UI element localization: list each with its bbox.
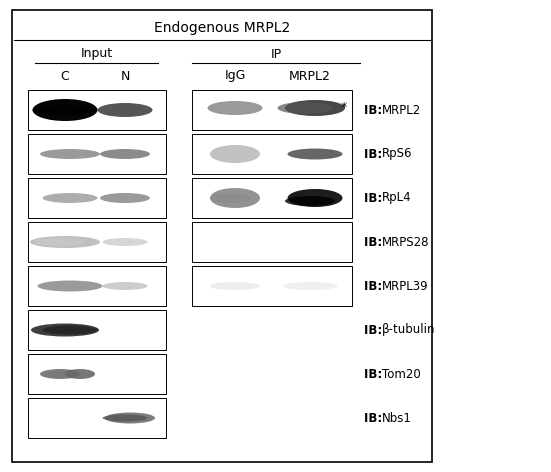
Ellipse shape	[45, 371, 95, 377]
Text: IB:: IB:	[364, 147, 386, 160]
Text: IB:: IB:	[364, 236, 386, 248]
Ellipse shape	[285, 196, 335, 206]
Text: β-tubulin: β-tubulin	[382, 323, 435, 337]
Ellipse shape	[100, 193, 150, 203]
Text: IB:: IB:	[364, 368, 386, 380]
Ellipse shape	[42, 326, 98, 335]
FancyBboxPatch shape	[28, 178, 166, 218]
Text: RpL4: RpL4	[382, 192, 412, 204]
Text: IB:: IB:	[364, 412, 386, 424]
FancyBboxPatch shape	[192, 90, 352, 130]
Ellipse shape	[42, 193, 98, 203]
Ellipse shape	[35, 238, 85, 246]
Text: Input: Input	[80, 48, 112, 60]
FancyBboxPatch shape	[28, 90, 166, 130]
Ellipse shape	[285, 100, 345, 116]
Text: IgG: IgG	[224, 69, 246, 83]
Text: MRPL39: MRPL39	[382, 279, 429, 293]
Text: IB:: IB:	[364, 323, 386, 337]
FancyBboxPatch shape	[192, 222, 352, 262]
FancyBboxPatch shape	[28, 134, 166, 174]
FancyBboxPatch shape	[192, 178, 352, 218]
FancyBboxPatch shape	[192, 266, 352, 306]
Text: MRPL2: MRPL2	[382, 103, 422, 117]
Text: MRPS28: MRPS28	[382, 236, 429, 248]
Ellipse shape	[98, 103, 153, 117]
Text: Endogenous MRPL2: Endogenous MRPL2	[154, 21, 290, 35]
Ellipse shape	[102, 238, 148, 246]
Ellipse shape	[210, 282, 260, 290]
Ellipse shape	[105, 413, 155, 423]
Ellipse shape	[278, 102, 332, 114]
Text: IB:: IB:	[364, 103, 386, 117]
Ellipse shape	[33, 105, 98, 115]
Ellipse shape	[288, 149, 343, 160]
Ellipse shape	[210, 193, 250, 203]
Text: IB:: IB:	[364, 192, 386, 204]
Text: MRPL2: MRPL2	[289, 69, 331, 83]
Ellipse shape	[102, 414, 148, 421]
Text: C: C	[61, 69, 69, 83]
Ellipse shape	[31, 323, 99, 337]
FancyBboxPatch shape	[12, 10, 432, 462]
Text: Nbs1: Nbs1	[382, 412, 412, 424]
FancyBboxPatch shape	[28, 222, 166, 262]
FancyBboxPatch shape	[28, 398, 166, 438]
Ellipse shape	[288, 189, 343, 207]
Text: *: *	[341, 101, 347, 115]
Ellipse shape	[37, 280, 102, 292]
Text: N: N	[120, 69, 129, 83]
Ellipse shape	[40, 149, 100, 159]
Ellipse shape	[102, 282, 148, 290]
Ellipse shape	[40, 369, 80, 379]
FancyBboxPatch shape	[192, 134, 352, 174]
Ellipse shape	[208, 101, 262, 115]
Text: IB:: IB:	[364, 279, 386, 293]
Ellipse shape	[210, 145, 260, 163]
Ellipse shape	[33, 99, 98, 121]
FancyBboxPatch shape	[28, 310, 166, 350]
Text: Tom20: Tom20	[382, 368, 421, 380]
Ellipse shape	[210, 188, 260, 208]
FancyBboxPatch shape	[28, 354, 166, 394]
Text: RpS6: RpS6	[382, 147, 413, 160]
Ellipse shape	[100, 149, 150, 159]
Text: IP: IP	[271, 48, 282, 60]
FancyBboxPatch shape	[28, 266, 166, 306]
Ellipse shape	[283, 282, 338, 290]
Ellipse shape	[65, 369, 95, 379]
Ellipse shape	[30, 236, 100, 248]
